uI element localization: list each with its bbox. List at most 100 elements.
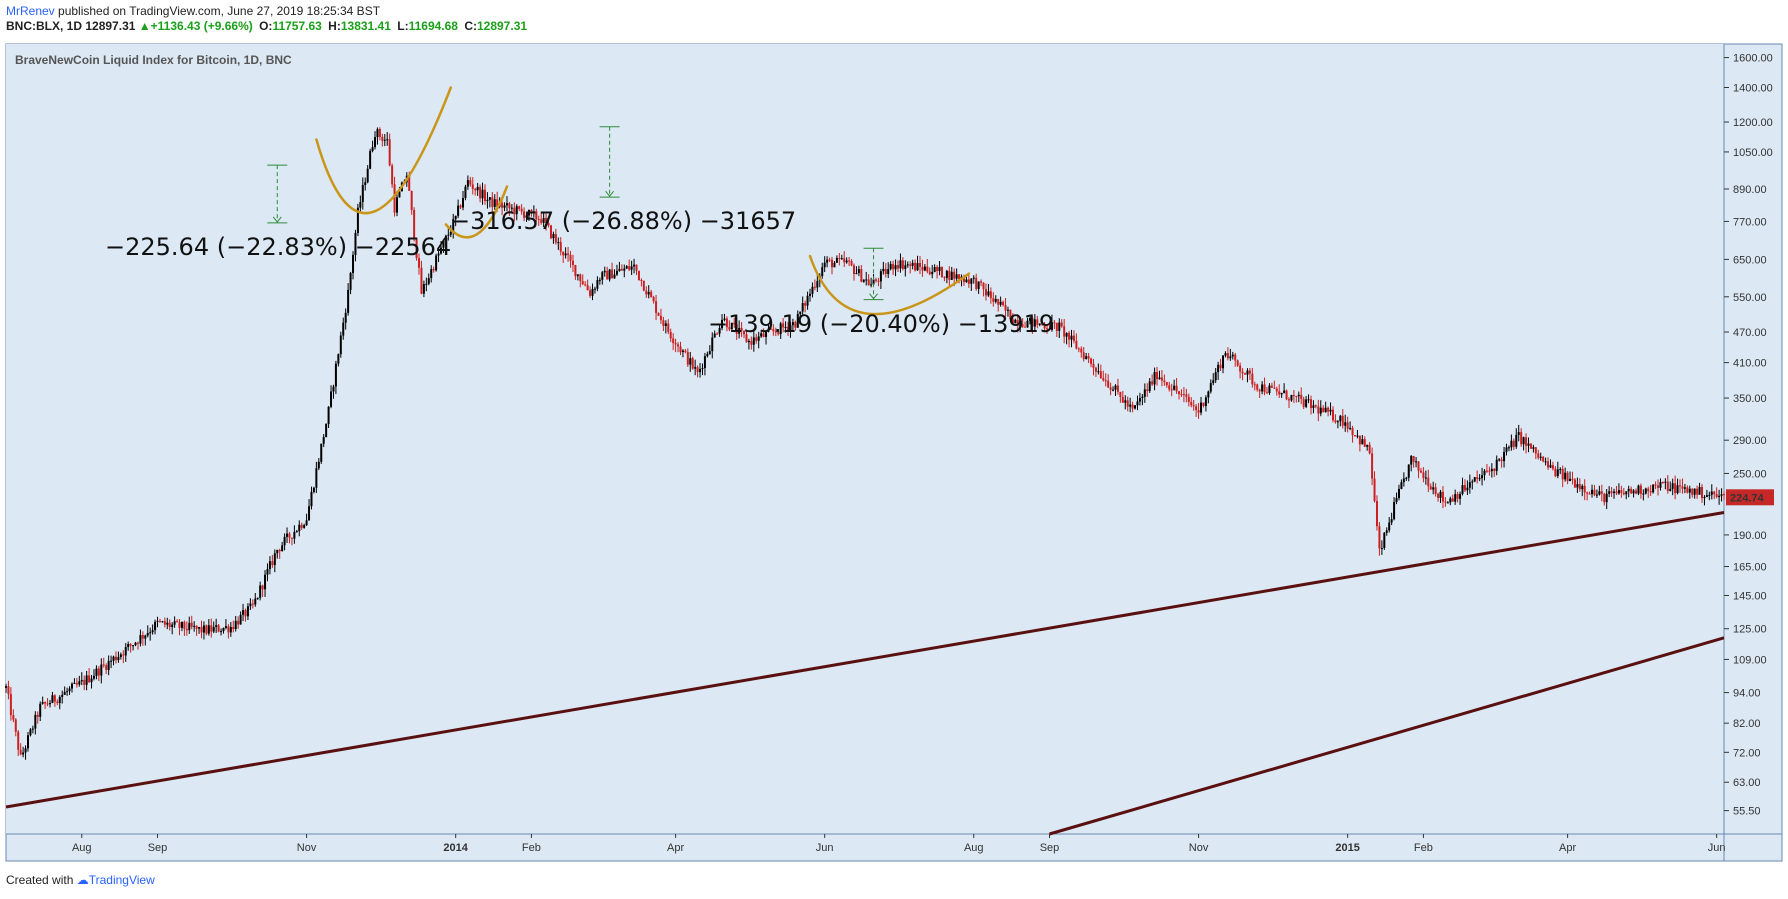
candle-body xyxy=(488,197,491,200)
candle-body xyxy=(1622,492,1625,495)
measure-label: −316.57 (−26.88%) −31657 xyxy=(450,207,796,235)
candle-body xyxy=(909,264,912,266)
candle-body xyxy=(1331,409,1334,421)
candle-body xyxy=(422,284,425,294)
candle-body xyxy=(877,280,880,282)
candle-body xyxy=(845,260,848,263)
candle-body xyxy=(728,327,731,330)
candle-body xyxy=(801,303,804,312)
candle-body xyxy=(303,525,306,528)
tradingview-link[interactable]: TradingView xyxy=(88,873,155,887)
candle-body xyxy=(75,682,78,685)
candle-body xyxy=(1185,394,1188,397)
y-tick-label: 109.00 xyxy=(1733,654,1767,666)
candle-body xyxy=(461,198,464,208)
candle-body xyxy=(1515,434,1518,447)
candle-body xyxy=(894,265,897,270)
candle-body xyxy=(1417,461,1420,471)
y-tick-label: 94.00 xyxy=(1733,688,1761,700)
candle-body xyxy=(1349,427,1352,429)
candle-body xyxy=(1500,459,1503,462)
candle-body xyxy=(554,233,557,243)
candle-body xyxy=(1195,406,1198,411)
candle-body xyxy=(1043,324,1046,329)
candle-body xyxy=(1253,384,1256,386)
candle-body xyxy=(1698,486,1701,495)
candle-body xyxy=(1344,422,1347,426)
y-tick-label: 125.00 xyxy=(1733,624,1767,636)
close-value: 12897.31 xyxy=(476,19,528,33)
candle-body xyxy=(1116,385,1119,392)
candle-body xyxy=(1212,380,1215,384)
candle-body xyxy=(1639,485,1642,494)
candle-body xyxy=(158,620,161,622)
trendlines-layer[interactable] xyxy=(5,511,1725,836)
candle-body xyxy=(1542,456,1545,462)
candle-body xyxy=(1158,377,1161,380)
candle-body xyxy=(112,656,115,661)
candle-body xyxy=(1031,317,1034,327)
x-tick-label: Jun xyxy=(816,842,834,854)
candle-body xyxy=(611,269,614,279)
candle-body xyxy=(574,264,577,277)
candle-body xyxy=(867,279,870,286)
candle-body xyxy=(1703,497,1706,499)
candle-body xyxy=(1566,472,1569,482)
candle-body xyxy=(1222,355,1225,369)
candle-body xyxy=(1674,483,1677,494)
candle-body xyxy=(1268,385,1271,394)
candle-body xyxy=(699,368,702,373)
candle-body xyxy=(642,280,645,291)
candle-body xyxy=(703,356,706,369)
candle-body xyxy=(1351,427,1354,436)
candle-body xyxy=(850,261,853,266)
candle-body xyxy=(1204,397,1207,407)
low-value: 11694.68 xyxy=(408,19,458,33)
candle-body xyxy=(1581,485,1584,490)
price-badge-text: 224.74 xyxy=(1730,492,1765,504)
support-trendline xyxy=(5,511,1725,809)
plot-area[interactable] xyxy=(6,44,1724,834)
candle-body xyxy=(901,260,904,269)
candle-body xyxy=(78,681,81,685)
candle-body xyxy=(1026,320,1029,328)
candle-body xyxy=(1278,391,1281,395)
candle-body xyxy=(1234,354,1237,361)
candle-body xyxy=(674,343,677,345)
candle-body xyxy=(791,322,794,326)
candle-body xyxy=(1564,472,1567,480)
candle-body xyxy=(598,279,601,281)
author-link[interactable]: MrRenev xyxy=(6,4,55,18)
candle-body xyxy=(948,270,951,280)
candle-body xyxy=(1595,494,1598,496)
candle-body xyxy=(56,701,59,703)
candle-body xyxy=(244,610,247,617)
candle-body xyxy=(652,297,655,302)
price-axis[interactable]: 1600.00 1400.00 1200.00 1050.00 890.00 770.00… xyxy=(1724,53,1773,818)
time-axis[interactable]: Aug Sep Nov 2014 Feb Apr Jun Aug Sep Nov 2015 Feb Ap… xyxy=(72,834,1726,854)
candle-body xyxy=(774,331,777,333)
candle-body xyxy=(1720,494,1723,496)
candle-body xyxy=(1395,498,1398,502)
candle-body xyxy=(826,259,829,263)
candle-body xyxy=(887,269,890,275)
candle-body xyxy=(1082,352,1085,359)
candle-body xyxy=(432,269,435,271)
annotation-curve xyxy=(808,254,971,316)
candle-body xyxy=(1459,493,1462,499)
candle-body xyxy=(1407,464,1410,478)
candle-body xyxy=(562,251,565,256)
candle-body xyxy=(708,351,711,354)
candle-body xyxy=(361,184,364,203)
candle-body xyxy=(1723,494,1725,496)
chart-header: MrRenev published on TradingView.com, Ju… xyxy=(6,4,527,34)
candle-body xyxy=(1138,398,1141,402)
candles-layer xyxy=(5,127,1725,760)
candle-body xyxy=(1591,489,1594,495)
candle-body xyxy=(1517,432,1520,435)
candle-body xyxy=(1087,356,1090,359)
candle-body xyxy=(618,268,621,271)
candle-body xyxy=(984,289,987,296)
candle-body xyxy=(1427,477,1430,487)
